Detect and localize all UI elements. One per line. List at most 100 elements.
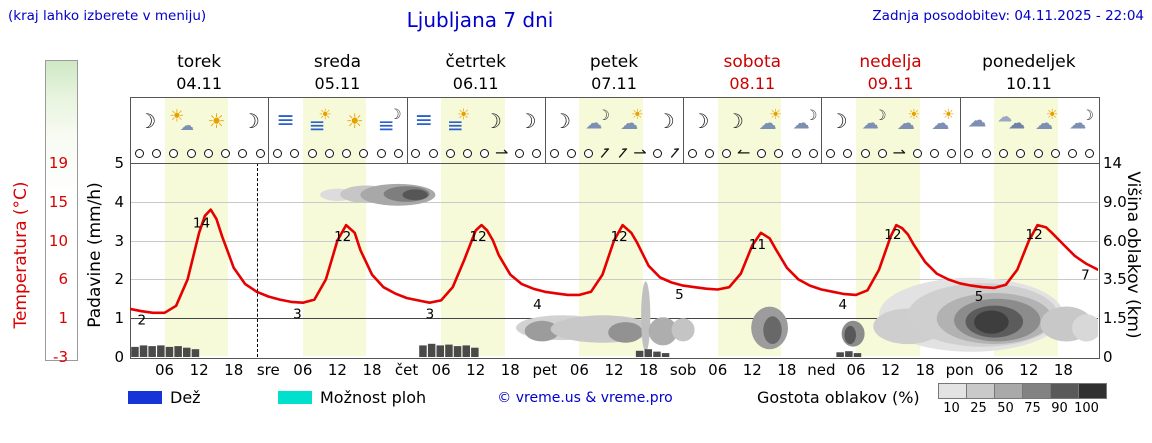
wind-calm-icon <box>359 149 369 158</box>
icon-glyph: ☀ <box>1045 107 1059 123</box>
temperature-tick-label: 10 <box>48 231 68 250</box>
density-swatch <box>938 383 967 399</box>
wind-calm-icon <box>238 149 248 158</box>
day-date: 06.11 <box>452 74 499 93</box>
xaxis-hour-label: 18 <box>915 361 935 379</box>
day-separator <box>544 97 546 163</box>
temperature-axis-label: Temperatura (°C) <box>11 181 31 329</box>
wind-calm-icon <box>514 149 524 158</box>
cloud-tick-label: 9.0 <box>1103 192 1127 211</box>
icon-glyph: ☀ <box>631 107 644 123</box>
temperature-tick-label: 15 <box>48 192 68 211</box>
day-date: 04.11 <box>176 74 223 93</box>
day-name: torek <box>177 52 222 72</box>
day-name: sobota <box>723 52 782 72</box>
icon-glyph: ☁ <box>620 113 639 134</box>
xaxis-hour-label: 18 <box>777 361 797 379</box>
density-swatch-row <box>938 383 1107 399</box>
wind-calm-icon <box>584 149 594 158</box>
icon-glyph: ☽ <box>691 109 710 133</box>
plot-top-border <box>130 163 1100 164</box>
icon-glyph: ☀ <box>318 105 332 124</box>
xaxis-hour-label: 18 <box>639 361 659 379</box>
rain-legend-swatch <box>128 391 162 404</box>
icon-glyph: ☁ <box>758 113 777 134</box>
icon-glyph: ☽ <box>726 109 744 133</box>
day-separator <box>821 97 823 163</box>
icon-glyph: ☀ <box>169 106 185 127</box>
wind-calm-icon <box>532 149 542 158</box>
xaxis-hour-label: 12 <box>881 361 901 379</box>
density-value: 75 <box>1024 401 1041 416</box>
weather-sun-cloud-icon: ☀ ☁ <box>165 100 199 142</box>
day-header: sobota 08.11 <box>683 52 821 94</box>
day-name: četrtek <box>445 52 506 72</box>
weather-moon-icon: ☽ <box>649 100 683 142</box>
density-value: 100 <box>1074 401 1099 416</box>
wind-calm-icon <box>947 149 957 158</box>
weather-cloud-moon-icon: ☽ ☁ <box>1064 100 1098 142</box>
wind-calm-icon <box>151 149 161 158</box>
wind-calm-icon <box>272 149 282 158</box>
icon-glyph: ☽ <box>656 109 675 133</box>
xaxis-hour-label: 18 <box>500 361 520 379</box>
temperature-tick-label: -3 <box>53 348 68 366</box>
icon-glyph: ☀ <box>907 107 921 123</box>
wind-calm-icon <box>342 149 352 158</box>
icon-glyph: ☁ <box>792 113 810 134</box>
xaxis-hour-label: 18 <box>362 361 382 379</box>
icon-glyph: ☽ <box>553 109 572 133</box>
xaxis-hour-label: 12 <box>742 361 762 379</box>
showers-legend-swatch <box>278 391 312 404</box>
wind-calm-icon <box>324 149 334 158</box>
weather-cloud-sun-icon: ☀ ☁ <box>614 100 648 142</box>
wind-barb-icon: ⇀ <box>633 143 647 162</box>
copyright-link[interactable]: © vreme.us & vreme.pro <box>497 390 673 406</box>
temperature-scale-strip <box>45 60 78 361</box>
day-name: ponedeljek <box>982 52 1076 72</box>
icon-glyph: ≡ <box>447 113 464 137</box>
wind-calm-icon <box>687 149 697 158</box>
weather-moon-icon: ☽ <box>511 100 545 142</box>
xaxis-day-abbrev: pet <box>532 361 558 379</box>
day-name: petek <box>589 52 639 72</box>
wind-calm-icon <box>860 149 870 158</box>
icon-glyph: ☁ <box>967 109 987 132</box>
weather-sun-icon: ☀ <box>338 100 372 142</box>
wind-barb-icon: ⇀ <box>892 143 906 162</box>
weather-moon-icon: ☽ <box>476 100 510 142</box>
density-swatch <box>1079 383 1107 399</box>
weather-moon-icon: ☽ <box>545 100 579 142</box>
xaxis-hour-label: 12 <box>466 361 486 379</box>
day-separator <box>268 97 270 163</box>
icon-glyph: ☁ <box>896 113 915 134</box>
weather-moon-icon: ☽ <box>822 100 856 142</box>
xaxis-hour-label: 18 <box>1053 361 1073 379</box>
xaxis-hour-label: 12 <box>327 361 347 379</box>
weather-cloud-moon-icon: ☽ ☁ <box>580 100 614 142</box>
cloud-tick-label: 0 <box>1103 348 1113 366</box>
weather-fog-sun-icon: ☀ ≡ <box>303 100 337 142</box>
day-date: 10.11 <box>1005 74 1052 93</box>
cloud-tick-label: 6.0 <box>1103 231 1127 250</box>
wind-calm-icon <box>203 149 213 158</box>
icon-glyph: ☽ <box>829 109 848 133</box>
wind-calm-icon <box>756 149 766 158</box>
weather-cloud-sun-icon: ☀ ☁ <box>925 100 959 142</box>
weather-moon-icon: ☽ <box>234 100 268 142</box>
wind-calm-icon <box>1033 149 1043 158</box>
icon-glyph: ≡ <box>414 108 434 133</box>
xaxis-hour-label: 12 <box>604 361 624 379</box>
icon-glyph: ☁ <box>931 113 950 134</box>
wind-calm-icon <box>929 149 939 158</box>
wind-calm-icon <box>722 149 732 158</box>
icon-glyph: ☁ <box>1035 113 1054 134</box>
cloud-tick-label: 1.5 <box>1103 309 1127 328</box>
wind-calm-icon <box>998 149 1008 158</box>
wind-calm-icon <box>463 149 473 158</box>
wind-calm-icon <box>1068 149 1078 158</box>
precip-tick-label: 0 <box>114 348 124 366</box>
precip-axis-label: Padavine (mm/h) <box>85 182 105 328</box>
xaxis-day-abbrev: sre <box>256 361 280 379</box>
